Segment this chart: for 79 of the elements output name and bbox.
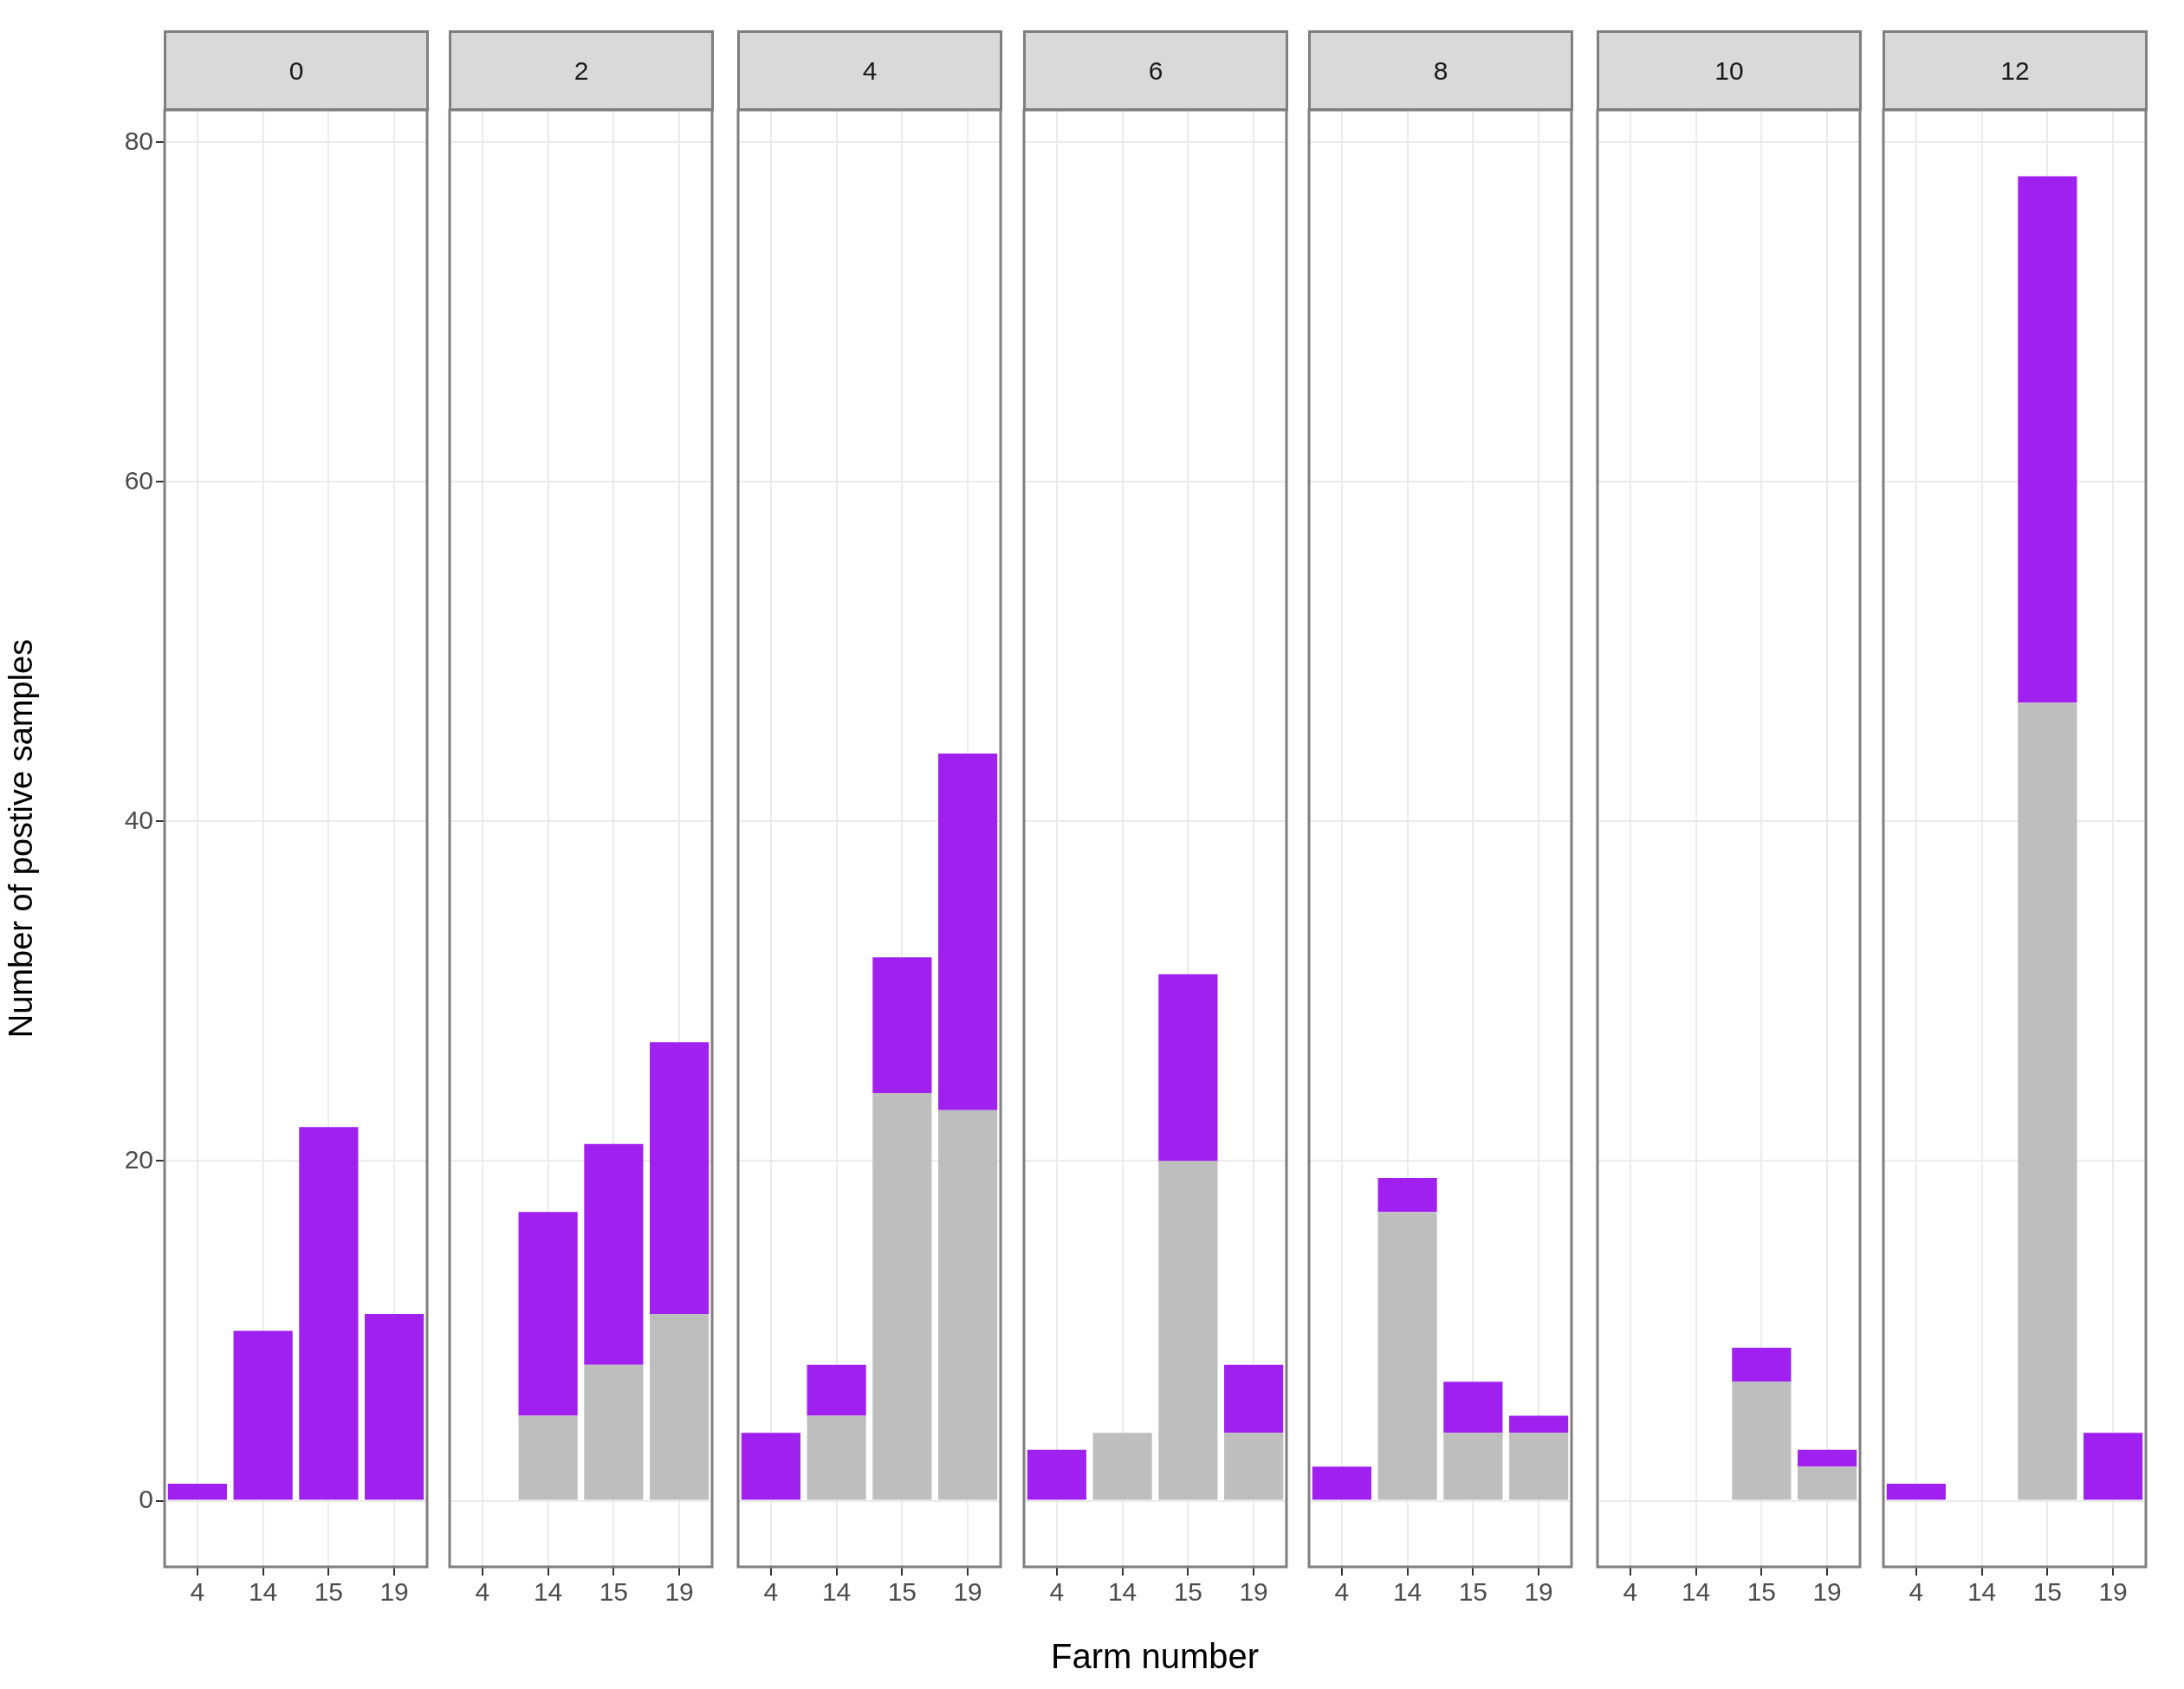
bar	[1158, 1161, 1218, 1500]
y-tick-label: 0	[139, 1484, 153, 1513]
x-tick-label: 4	[763, 1577, 779, 1607]
x-tick-label: 19	[1524, 1577, 1553, 1607]
x-tick-label: 15	[1173, 1577, 1203, 1607]
x-tick-label: 15	[2032, 1577, 2063, 1607]
bar	[1509, 1433, 1569, 1500]
chart-title: 2	[449, 30, 714, 111]
x-tick-label: 19	[1239, 1577, 1268, 1607]
x-tick-label: 19	[2098, 1577, 2128, 1607]
x-tick-label: 15	[599, 1577, 629, 1607]
chart-title: 10	[1597, 30, 1862, 111]
bar	[1092, 1433, 1152, 1500]
bar	[518, 1212, 578, 1416]
bar	[650, 1313, 710, 1500]
x-tick-label: 19	[1812, 1577, 1842, 1607]
x-tick-label: 14	[1107, 1577, 1137, 1607]
bar	[2018, 702, 2077, 1500]
bar	[872, 957, 932, 1094]
x-tick-label: 4	[1909, 1577, 1924, 1607]
y-tick-label: 40	[124, 805, 153, 834]
bar	[584, 1364, 644, 1500]
bar	[938, 1110, 998, 1500]
x-tick-label: 4	[1334, 1577, 1350, 1607]
chart-title: 4	[737, 30, 1002, 111]
bar	[167, 1483, 227, 1500]
bar	[365, 1313, 424, 1500]
bar	[1443, 1382, 1503, 1433]
y-tick-label: 80	[124, 126, 153, 155]
bar	[1377, 1178, 1437, 1213]
bar	[650, 1042, 710, 1314]
bar	[1732, 1382, 1792, 1500]
bar	[1027, 1449, 1086, 1500]
y-axis-title: Number of postive samples	[3, 638, 40, 1039]
bar	[1443, 1433, 1503, 1500]
x-tick-label: 14	[248, 1577, 278, 1607]
x-tick-label: 19	[953, 1577, 982, 1607]
chart-title: 6	[1023, 30, 1288, 111]
bar	[938, 753, 998, 1110]
bar	[1886, 1483, 1946, 1500]
bar	[1224, 1433, 1284, 1500]
bar	[1312, 1466, 1371, 1500]
x-tick-label: 14	[821, 1577, 852, 1607]
x-tick-label: 15	[314, 1577, 344, 1607]
bar	[518, 1415, 578, 1500]
bar	[872, 1093, 932, 1500]
x-tick-label: 15	[1747, 1577, 1777, 1607]
x-tick-label: 15	[887, 1577, 917, 1607]
y-tick-label: 60	[124, 465, 153, 495]
bar	[807, 1364, 866, 1416]
x-tick-label: 14	[1967, 1577, 1997, 1607]
x-tick-label: 14	[533, 1577, 563, 1607]
x-tick-label: 15	[1458, 1577, 1488, 1607]
y-tick-label: 20	[124, 1144, 153, 1174]
x-tick-label: 4	[1049, 1577, 1065, 1607]
x-tick-label: 14	[1681, 1577, 1711, 1607]
bar	[1377, 1212, 1437, 1500]
chart-title: 12	[1883, 30, 2148, 111]
bar	[233, 1330, 293, 1500]
bar	[807, 1415, 866, 1500]
bar	[1732, 1348, 1792, 1382]
bar	[1798, 1466, 1857, 1500]
x-tick-label: 4	[1623, 1577, 1638, 1607]
bar	[1224, 1364, 1284, 1433]
bar	[299, 1127, 359, 1500]
x-tick-label: 19	[379, 1577, 409, 1607]
bar	[1798, 1449, 1857, 1467]
bar	[1509, 1415, 1569, 1433]
x-tick-label: 19	[664, 1577, 694, 1607]
chart-title: 8	[1308, 30, 1573, 111]
x-tick-label: 4	[475, 1577, 490, 1607]
bar	[1158, 974, 1218, 1162]
x-tick-label: 14	[1392, 1577, 1423, 1607]
bar	[2018, 176, 2077, 703]
x-axis-title: Farm number	[1049, 1637, 1260, 1676]
bar	[584, 1143, 644, 1365]
x-tick-label: 4	[190, 1577, 205, 1607]
bar	[2084, 1433, 2143, 1500]
bar	[741, 1433, 800, 1500]
